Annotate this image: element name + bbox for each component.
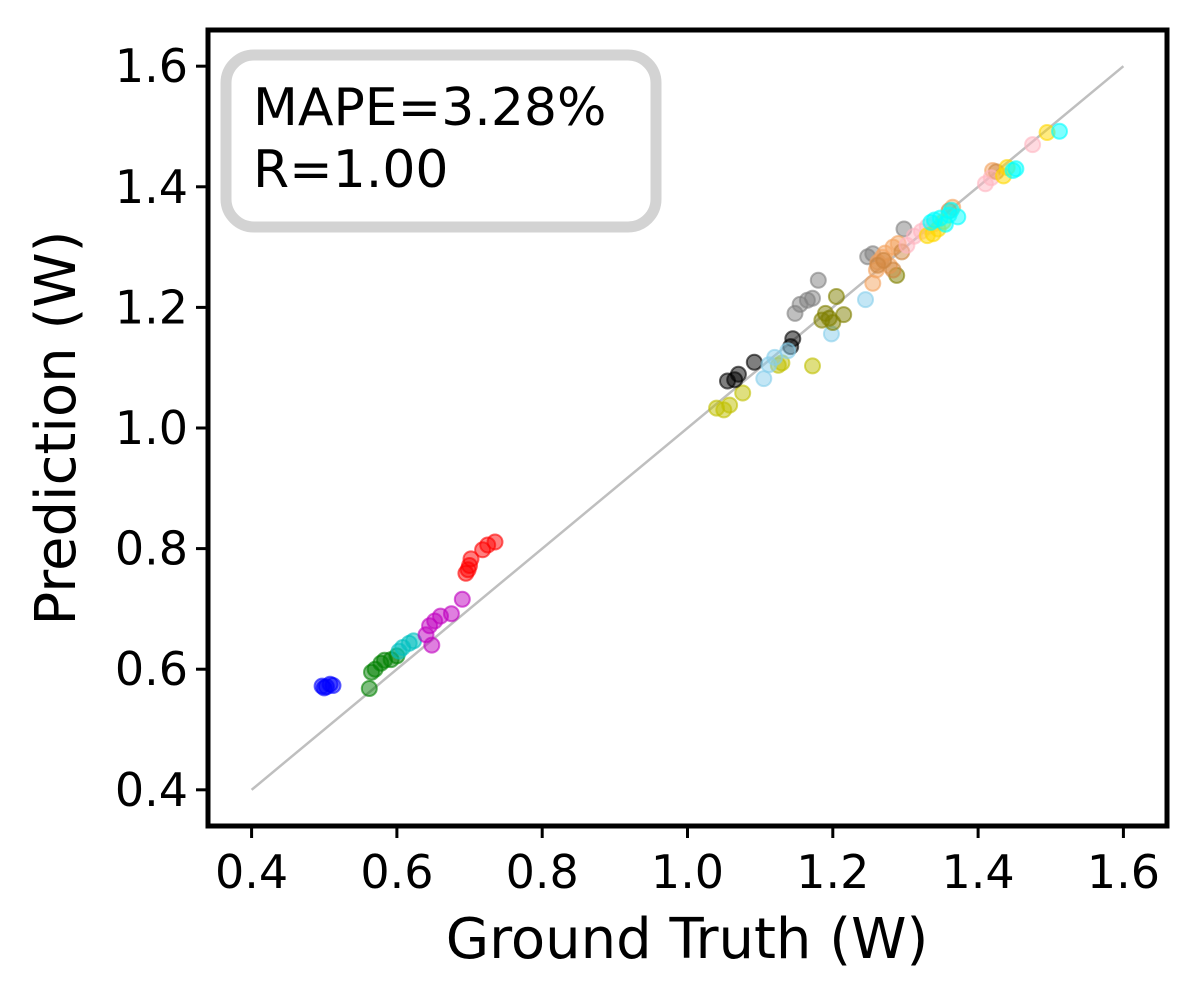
x-tick-label: 1.6 <box>1087 845 1160 899</box>
marks-layer <box>250 65 1125 791</box>
data-point <box>486 533 504 551</box>
y-tick-label: 0.8 <box>115 522 188 576</box>
data-point <box>462 550 480 568</box>
data-point <box>721 396 739 414</box>
series-blue <box>313 675 342 697</box>
data-point <box>827 288 845 305</box>
data-point <box>804 289 821 307</box>
y-tick-label: 1.2 <box>115 280 188 334</box>
series-aqua <box>922 122 1068 233</box>
x-tick-label: 1.0 <box>651 845 724 899</box>
x-tick-label: 1.4 <box>942 845 1015 899</box>
annotation-r: R=1.00 <box>253 140 448 200</box>
data-point <box>1007 160 1025 178</box>
annotation-mape: MAPE=3.28% <box>253 78 606 138</box>
data-point <box>360 680 378 697</box>
data-point <box>949 208 967 226</box>
series-olive <box>813 266 906 331</box>
data-point <box>809 271 827 289</box>
y-tick-label: 1.4 <box>115 160 188 214</box>
series-lightblue <box>755 291 874 388</box>
data-point <box>745 353 763 371</box>
data-point <box>442 605 460 623</box>
y-tick-label: 0.4 <box>115 763 188 817</box>
plot-frame <box>205 27 1170 829</box>
annotation-box: MAPE=3.28% R=1.00 <box>220 49 662 233</box>
data-point <box>729 365 747 383</box>
data-point <box>766 348 784 366</box>
data-point <box>423 636 441 654</box>
ticks-layer: 0.4 0.6 0.8 1.0 1.2 1.4 1.6 0.4 0.6 0.8 1.0 1.2 1.4 1… <box>115 39 1160 899</box>
data-point <box>835 306 853 324</box>
data-point <box>804 357 821 375</box>
series-gray <box>786 220 913 322</box>
series-black <box>719 330 802 390</box>
series-red <box>457 533 504 582</box>
data-point <box>734 384 752 402</box>
series-magenta <box>417 590 471 654</box>
data-point <box>1024 136 1042 154</box>
annotation-border <box>220 49 662 233</box>
data-point <box>315 679 333 697</box>
data-point <box>755 370 773 388</box>
x-tick-label: 0.8 <box>506 845 579 899</box>
y-tick-label: 0.6 <box>115 642 188 696</box>
data-point <box>779 342 797 360</box>
x-tick-label: 0.6 <box>360 845 433 899</box>
data-point <box>453 590 471 608</box>
data-point <box>884 261 902 279</box>
y-tick-label: 1.6 <box>115 39 188 93</box>
y-axis-title: Prediction (W) <box>24 230 89 625</box>
data-point <box>1051 122 1068 140</box>
series-cyan <box>390 632 423 660</box>
x-axis-title: Ground Truth (W) <box>446 907 929 972</box>
x-tick-label: 0.4 <box>215 845 288 899</box>
x-tick-label: 1.2 <box>796 845 869 899</box>
y-tick-label: 1.0 <box>115 401 188 455</box>
data-point <box>857 291 874 309</box>
